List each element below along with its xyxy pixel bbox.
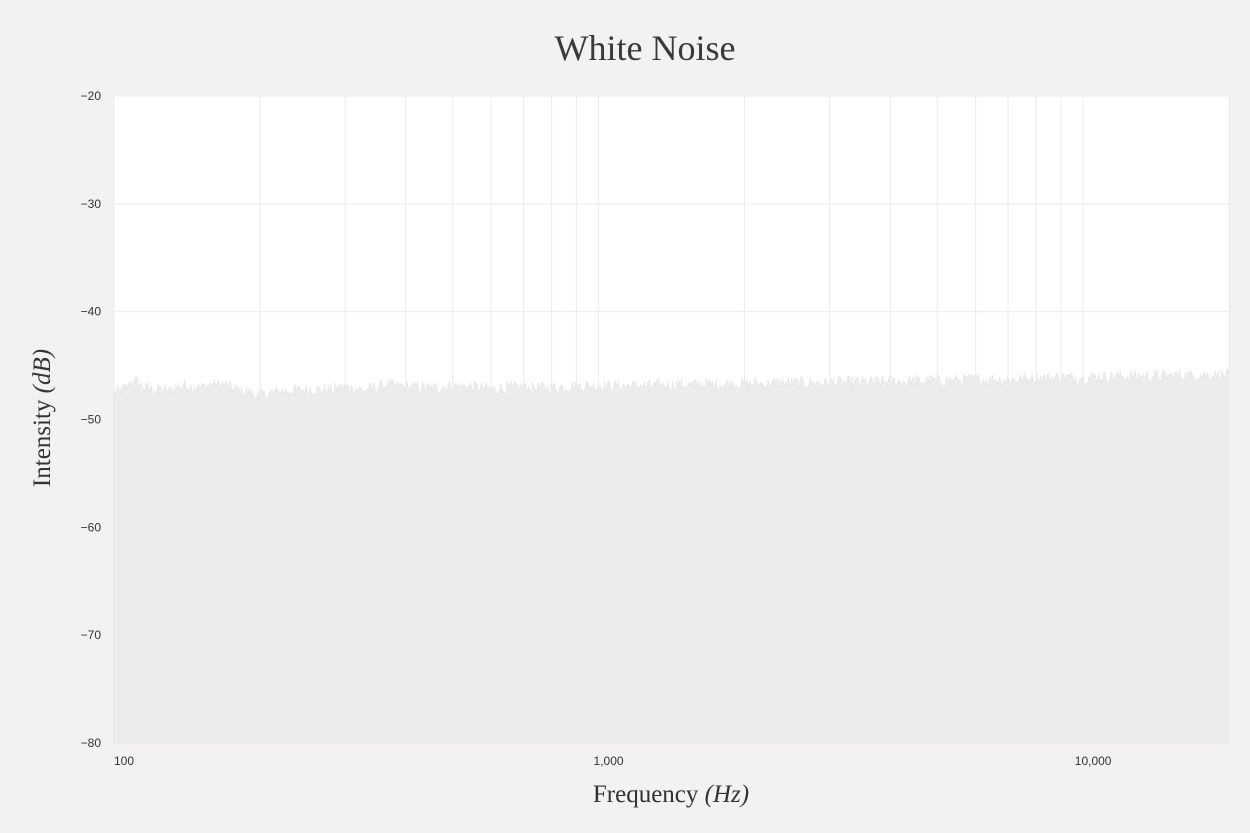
- x-axis-title: Frequency (Hz): [593, 781, 749, 808]
- x-axis-label: Frequency: [593, 781, 699, 808]
- y-tick-label: −80: [81, 736, 102, 750]
- y-tick-label: −50: [81, 413, 102, 427]
- x-axis-unit: (Hz): [705, 781, 749, 808]
- series-area: [113, 367, 1230, 744]
- y-ticks: −20 −30 −40 −50 −60 −70 −80: [81, 89, 102, 750]
- y-tick-label: −20: [81, 89, 102, 103]
- y-tick-label: −70: [81, 628, 102, 642]
- x-tick-label: 100: [114, 754, 134, 768]
- y-tick-label: −60: [81, 520, 102, 534]
- chart-title: White Noise: [555, 28, 736, 68]
- y-axis-unit: (dB): [29, 349, 56, 393]
- y-axis-label: Intensity: [29, 399, 56, 487]
- x-tick-label: 1,000: [594, 754, 624, 768]
- area-layer: [113, 367, 1230, 744]
- x-ticks: 100 1,000 10,000: [114, 754, 1112, 768]
- y-axis-title: Intensity (dB): [29, 349, 56, 487]
- x-tick-label: 10,000: [1075, 754, 1112, 768]
- y-tick-label: −40: [81, 305, 102, 319]
- y-tick-label: −30: [81, 197, 102, 211]
